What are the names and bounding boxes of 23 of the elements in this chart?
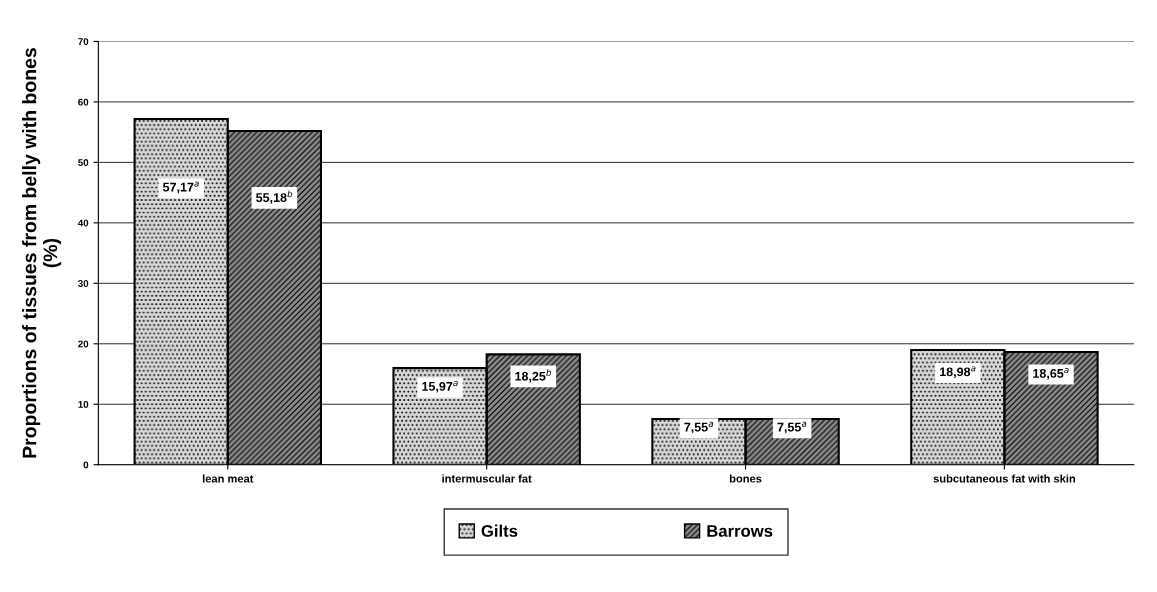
data-label: 7,55$^{a}$ [684, 421, 714, 434]
data-label: 18,98$^{a}$ [940, 366, 976, 379]
y-tick-label: 30 [78, 280, 89, 287]
legend-label: Barrows [707, 525, 773, 537]
y-tick-label: 50 [78, 159, 89, 166]
x-tick-label: subcutaneous fat with skin [933, 474, 1076, 483]
x-tick-label: lean meat [202, 474, 254, 483]
data-label: 15,97$^{a}$ [422, 381, 458, 393]
y-tick-label: 10 [78, 400, 89, 408]
data-label: 55,18$^{b}$ [256, 190, 293, 204]
data-label: 57,17$^{a}$ [163, 181, 199, 194]
x-tick-label: intermuscular fat [442, 474, 532, 483]
y-tick-label: 0 [83, 461, 89, 469]
legend-label: Gilts [481, 524, 518, 537]
x-tick-label: bones [729, 474, 762, 483]
y-tick-label: 70 [78, 38, 89, 46]
data-label: 18,65$^{a}$ [1033, 368, 1069, 380]
y-axis-title: Proportions of tissues from belly with bones (%) [22, 48, 62, 458]
data-label: 18,25$^{b}$ [515, 369, 552, 383]
data-label: 7,55$^{a}$ [777, 421, 807, 434]
y-tick-label: 20 [78, 340, 89, 348]
y-tick-label: 40 [77, 219, 89, 227]
y-tick-label: 60 [78, 98, 89, 106]
